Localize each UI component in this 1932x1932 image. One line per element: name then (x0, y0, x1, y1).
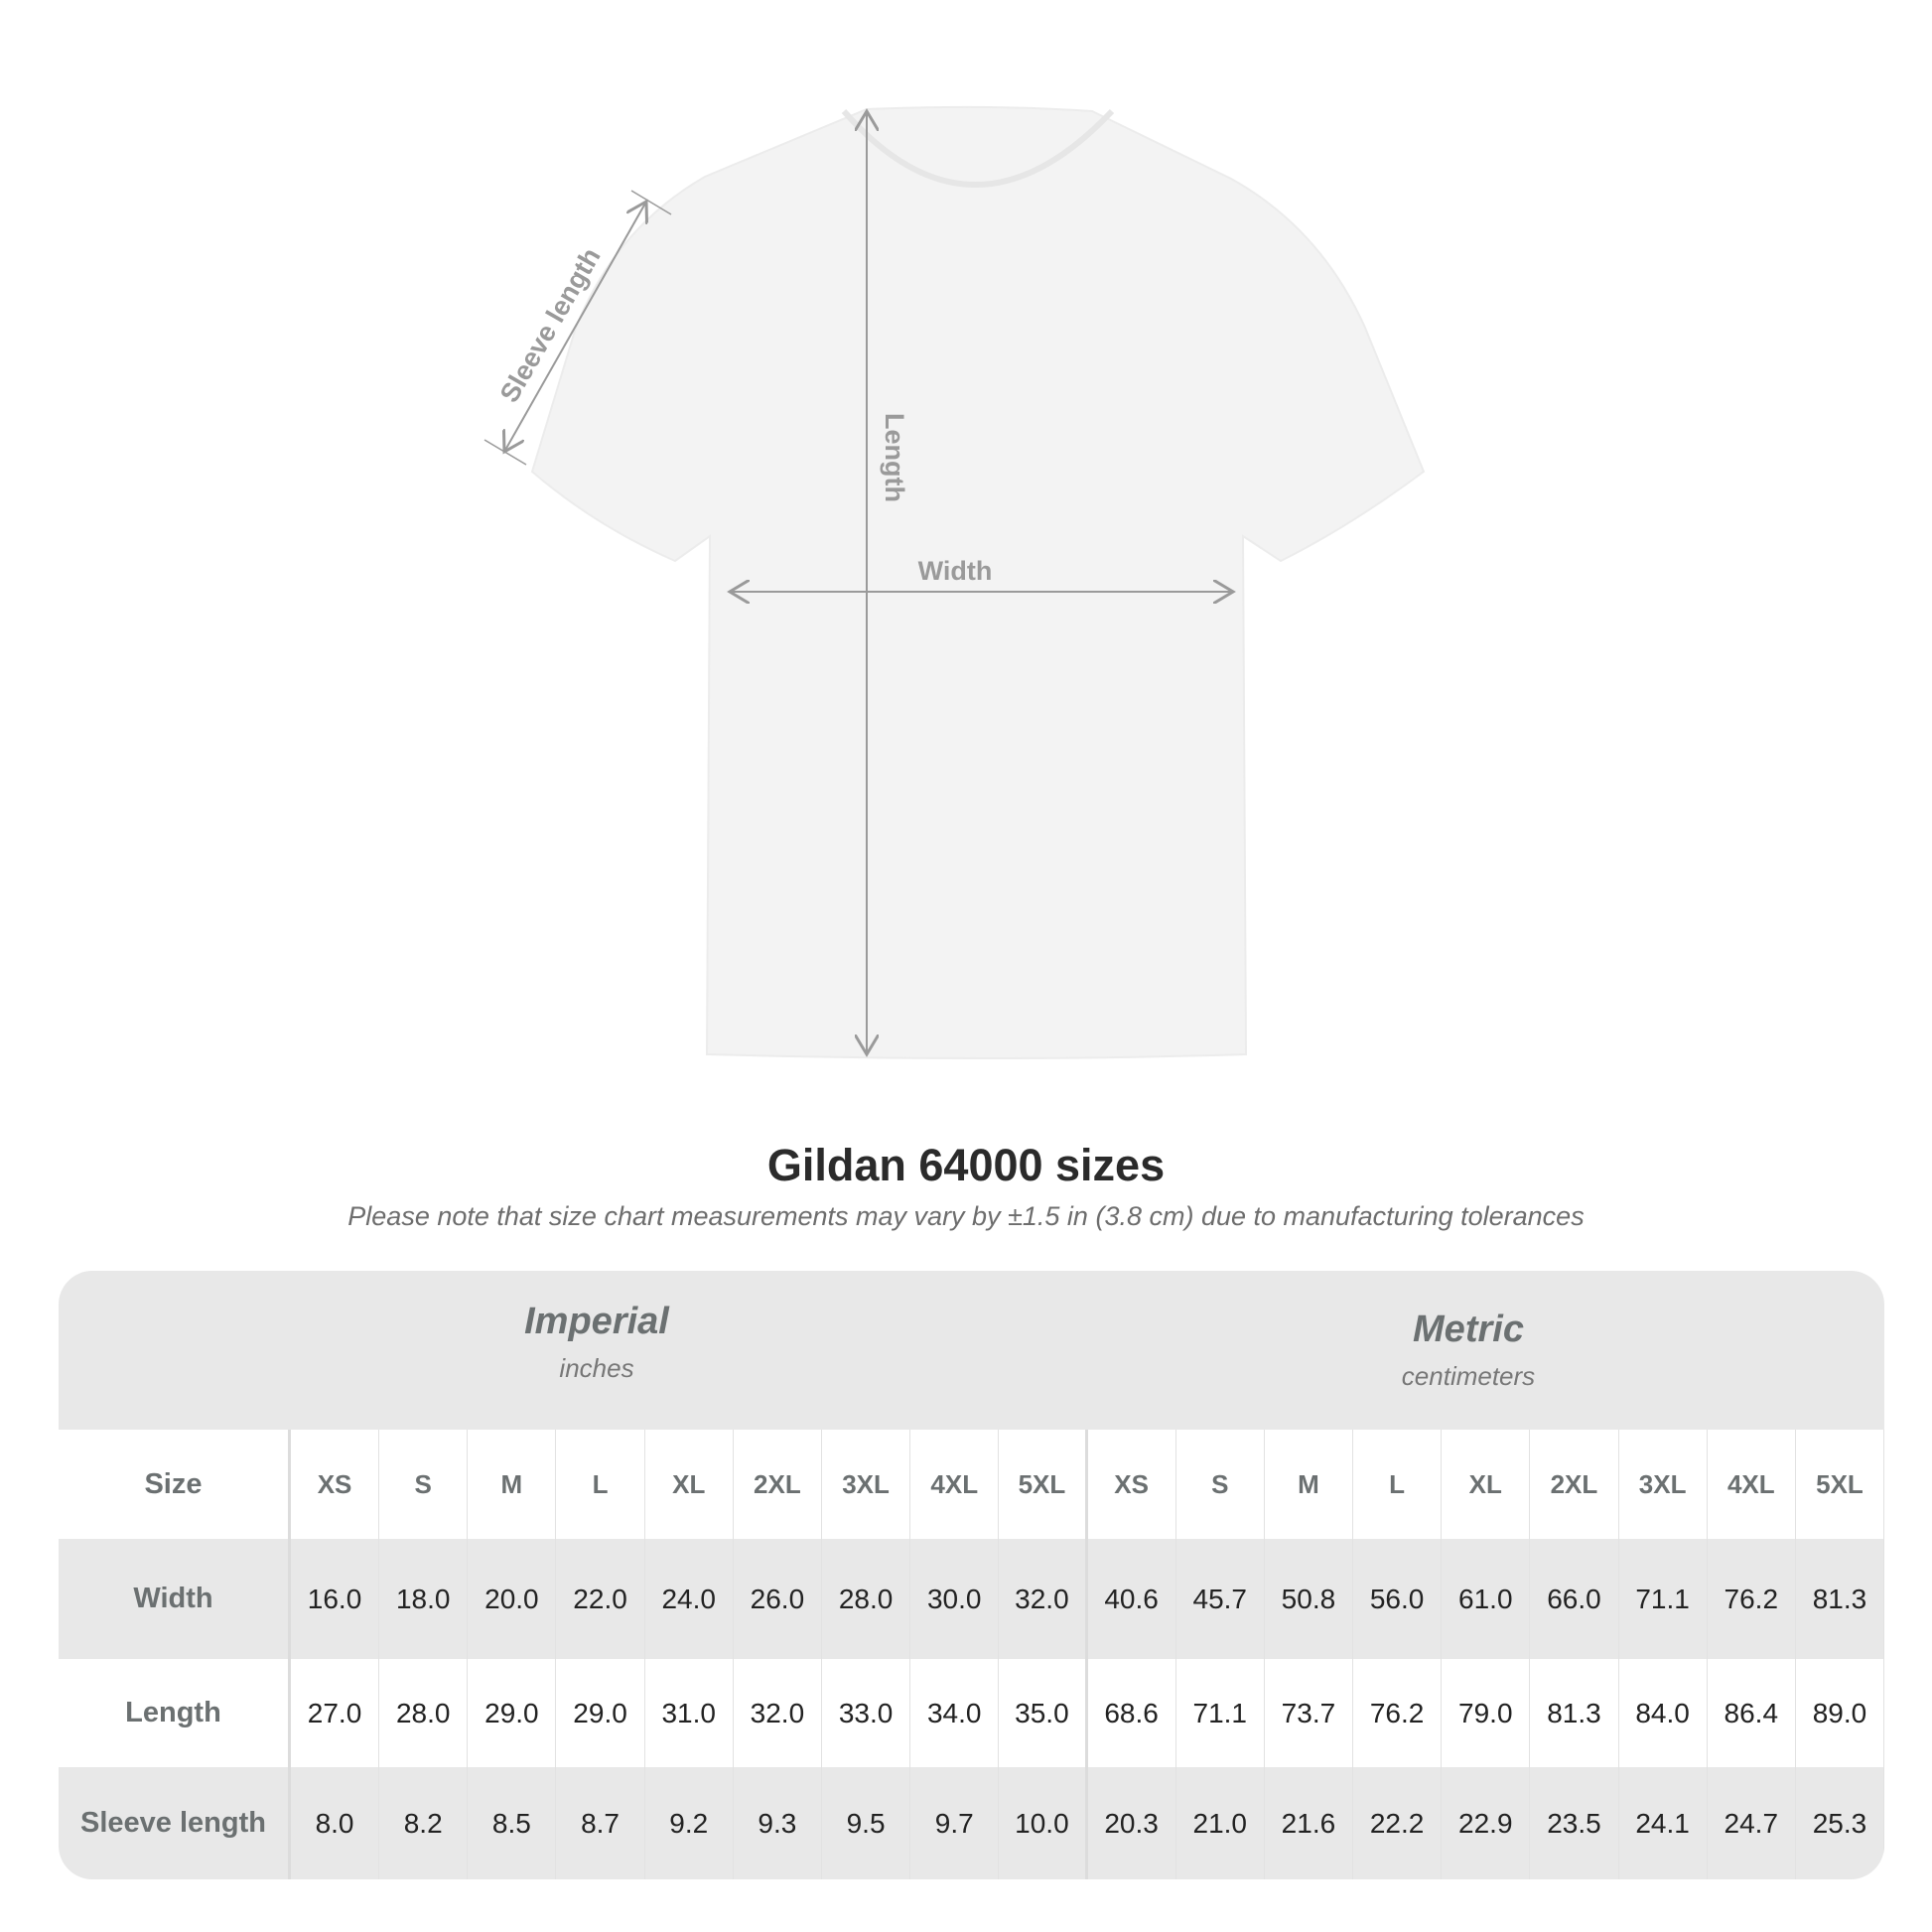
table-cell: 29.0 (556, 1659, 645, 1767)
table-cell: 21.0 (1176, 1767, 1265, 1879)
table-cell: 40.6 (1088, 1539, 1176, 1659)
table-cell: S (379, 1430, 469, 1539)
table-cell: L (1353, 1430, 1443, 1539)
table-cell: 79.0 (1442, 1659, 1531, 1767)
metric-header: Metric centimeters (1270, 1309, 1667, 1392)
table-row: Length 27.0 28.0 29.0 29.0 31.0 32.0 33.0 34.0 35… (59, 1659, 1884, 1767)
table-cell: 3XL (822, 1430, 911, 1539)
table-cell: 9.5 (822, 1767, 911, 1879)
row-label: Length (59, 1659, 291, 1767)
table-cell: 33.0 (822, 1659, 911, 1767)
table-cell: 9.2 (645, 1767, 734, 1879)
table-cell: 30.0 (910, 1539, 1000, 1659)
size-header-row: Size XS S M L XL 2XL 3XL 4XL 5XL XS S M L XL 2XL 3XL 4XL 5… (59, 1430, 1884, 1539)
table-cell: M (468, 1430, 557, 1539)
table-cell: 4XL (1708, 1430, 1796, 1539)
table-cell: 25.3 (1796, 1767, 1884, 1879)
table-cell: XS (291, 1430, 380, 1539)
table-cell: 76.2 (1708, 1539, 1796, 1659)
table-cell: 8.0 (291, 1767, 380, 1879)
imperial-header: Imperial inches (398, 1301, 795, 1384)
table-cell: 5XL (999, 1430, 1088, 1539)
imperial-unit: inches (559, 1353, 634, 1383)
table-cell: 22.0 (556, 1539, 645, 1659)
table-cell: 9.3 (734, 1767, 822, 1879)
table-cell: 4XL (910, 1430, 1000, 1539)
table-cell: 24.0 (645, 1539, 734, 1659)
table-cell: 89.0 (1796, 1659, 1884, 1767)
table-cell: 71.1 (1619, 1539, 1708, 1659)
table-cell: 81.3 (1796, 1539, 1884, 1659)
table-row: Width 16.0 18.0 20.0 22.0 24.0 26.0 28.0 30.0 32.… (59, 1539, 1884, 1659)
table-cell: 32.0 (734, 1659, 822, 1767)
table-cell: 31.0 (645, 1659, 734, 1767)
table-cell: 28.0 (822, 1539, 911, 1659)
table-cell: 22.2 (1353, 1767, 1443, 1879)
table-cell: 84.0 (1619, 1659, 1708, 1767)
table-cell: 50.8 (1265, 1539, 1354, 1659)
width-label: Width (918, 556, 993, 586)
sleeve-tick (483, 439, 527, 466)
table-cell: 68.6 (1088, 1659, 1176, 1767)
tshirt-diagram: Length Width Sleeve length (483, 105, 1426, 1059)
sleeve-tick (630, 190, 672, 215)
table-cell: 22.9 (1442, 1767, 1531, 1879)
table-cell: 24.7 (1708, 1767, 1796, 1879)
table-cell: 23.5 (1530, 1767, 1619, 1879)
row-label: Width (59, 1539, 291, 1659)
size-table: Imperial inches Metric centimeters Size X… (59, 1271, 1884, 1879)
table-cell: 29.0 (468, 1659, 557, 1767)
table-cell: 8.7 (556, 1767, 645, 1879)
table-cell: XL (645, 1430, 734, 1539)
table-cell: 86.4 (1708, 1659, 1796, 1767)
table-cell: 9.7 (910, 1767, 1000, 1879)
table-cell: 10.0 (999, 1767, 1088, 1879)
table-cell: 20.0 (468, 1539, 557, 1659)
table-cell: L (556, 1430, 645, 1539)
row-label: Sleeve length (59, 1767, 291, 1879)
length-label: Length (880, 413, 909, 502)
table-cell: 16.0 (291, 1539, 380, 1659)
table-cell: 26.0 (734, 1539, 822, 1659)
table-cell: 34.0 (910, 1659, 1000, 1767)
table-cell: 76.2 (1353, 1659, 1443, 1767)
sleeve-arrow (504, 202, 646, 452)
table-cell: XS (1088, 1430, 1176, 1539)
table-cell: 8.5 (468, 1767, 557, 1879)
table-cell: M (1265, 1430, 1354, 1539)
table-cell: 20.3 (1088, 1767, 1176, 1879)
table-cell: 24.1 (1619, 1767, 1708, 1879)
table-cell: XL (1442, 1430, 1531, 1539)
table-cell: 28.0 (379, 1659, 469, 1767)
table-cell: 56.0 (1353, 1539, 1443, 1659)
table-cell: 3XL (1619, 1430, 1708, 1539)
table-cell: 21.6 (1265, 1767, 1354, 1879)
tolerance-note: Please note that size chart measurements… (347, 1201, 1585, 1231)
table-cell: 66.0 (1530, 1539, 1619, 1659)
table-cell: 5XL (1796, 1430, 1884, 1539)
table-cell: 18.0 (379, 1539, 469, 1659)
metric-unit: centimeters (1401, 1361, 1536, 1391)
table-header: Imperial inches Metric centimeters (59, 1271, 1884, 1430)
row-label: Size (59, 1430, 291, 1539)
table-cell: 35.0 (999, 1659, 1088, 1767)
table-cell: 2XL (734, 1430, 822, 1539)
imperial-title: Imperial (524, 1301, 669, 1342)
table-cell: 45.7 (1176, 1539, 1265, 1659)
table-cell: 32.0 (999, 1539, 1088, 1659)
table-cell: 73.7 (1265, 1659, 1354, 1767)
page-title: Gildan 64000 sizes (766, 1140, 1166, 1190)
table-cell: 71.1 (1176, 1659, 1265, 1767)
table-row: Sleeve length 8.0 8.2 8.5 8.7 9.2 9.3 9.5 9.7 10.… (59, 1767, 1884, 1879)
table-cell: 27.0 (291, 1659, 380, 1767)
metric-title: Metric (1413, 1309, 1524, 1350)
table-cell: S (1176, 1430, 1265, 1539)
table-cell: 81.3 (1530, 1659, 1619, 1767)
table-cell: 2XL (1530, 1430, 1619, 1539)
table-cell: 61.0 (1442, 1539, 1531, 1659)
table-cell: 8.2 (379, 1767, 469, 1879)
